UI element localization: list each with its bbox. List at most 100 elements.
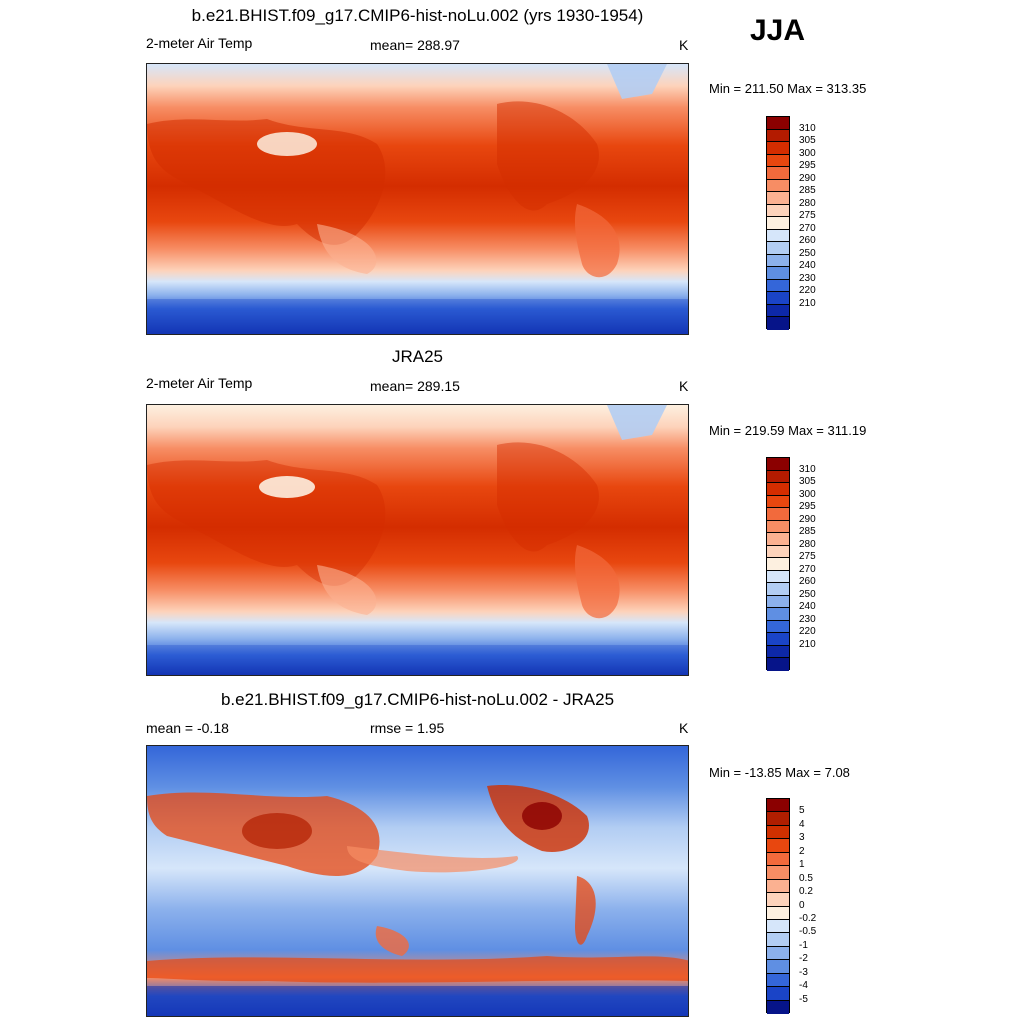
temp-tick-label: 275 <box>799 551 816 563</box>
diff-tick-label: 4 <box>799 818 805 830</box>
temp-tick-label: 295 <box>799 160 816 172</box>
temp-swatch <box>767 545 789 559</box>
panel3-map <box>146 745 689 1017</box>
diff-swatch <box>767 906 789 920</box>
temp-swatch <box>767 279 789 293</box>
panel3-minmax: Min = -13.85 Max = 7.08 <box>709 765 850 780</box>
temp-tick-label: 250 <box>799 588 816 600</box>
temp-swatch <box>767 129 789 143</box>
diff-tick-label: 0 <box>799 899 805 911</box>
temp-swatch <box>767 570 789 584</box>
panel3-left-label: mean = -0.18 <box>146 720 229 736</box>
temp-swatch <box>767 317 789 330</box>
temp-tick-label: 290 <box>799 513 816 525</box>
temp-swatch <box>767 192 789 205</box>
panel3-center-label: rmse = 1.95 <box>370 720 445 736</box>
panel2-map <box>146 404 689 676</box>
temp-tick-label: 210 <box>799 638 816 650</box>
diff-swatch <box>767 960 789 974</box>
panel1-center-label: mean= 288.97 <box>370 37 460 53</box>
diff-swatch <box>767 852 789 867</box>
temp-tick-label: 310 <box>799 122 816 134</box>
temp-tick-label: 300 <box>799 147 816 159</box>
diff-tick-label: 3 <box>799 832 805 844</box>
diff-swatch <box>767 933 789 947</box>
temp-swatch <box>767 117 789 130</box>
temp-swatch <box>767 204 789 218</box>
temp-tick-label: 305 <box>799 135 816 147</box>
diff-tick-label: 0.2 <box>799 886 813 898</box>
panel1-left-label: 2-meter Air Temp <box>146 35 253 51</box>
temp-tick-label: 285 <box>799 526 816 538</box>
panel1-minmax: Min = 211.50 Max = 313.35 <box>709 81 867 96</box>
temp-tick-label: 230 <box>799 272 816 284</box>
temp-tick-label: 280 <box>799 538 816 550</box>
temp-tick-label: 285 <box>799 185 816 197</box>
panel2-title: JRA25 <box>391 347 444 366</box>
temp-swatch <box>767 483 789 496</box>
temp-tick-label: 310 <box>799 463 816 475</box>
temp-tick-label: 270 <box>799 222 816 234</box>
panel2-map-svg <box>147 405 688 675</box>
diff-swatch <box>767 1000 789 1014</box>
temp-tick-label: 220 <box>799 626 816 638</box>
diff-swatch <box>767 812 789 826</box>
diff-swatch <box>767 946 789 961</box>
diff-tick-label: -0.5 <box>799 926 817 938</box>
temp-tick-label: 295 <box>799 501 816 513</box>
temp-swatch <box>767 533 789 546</box>
temp-swatch <box>767 608 789 621</box>
temp-swatch <box>767 292 789 305</box>
diff-swatch <box>767 825 789 840</box>
diff-tick-label: -4 <box>799 980 808 992</box>
diff-tick-label: -5 <box>799 993 808 1005</box>
temp-tick-label: 250 <box>799 247 816 259</box>
diff-swatch <box>767 973 789 988</box>
diff-swatch <box>767 839 789 853</box>
panel1-title: b.e21.BHIST.f09_g17.CMIP6-hist-noLu.002 … <box>191 6 644 25</box>
diff-swatch <box>767 919 789 934</box>
diff-tick-label: 0.5 <box>799 872 813 884</box>
panel3-colorbar <box>766 798 790 1014</box>
panel2-units: K <box>679 378 689 394</box>
diff-tick-label: -3 <box>799 966 808 978</box>
temp-swatch <box>767 242 789 255</box>
panel1-map <box>146 63 689 335</box>
temp-tick-label: 300 <box>799 488 816 500</box>
temp-swatch <box>767 658 789 671</box>
temp-swatch <box>767 458 789 471</box>
temp-tick-label: 280 <box>799 197 816 209</box>
temp-swatch <box>767 595 789 609</box>
temp-tick-label: 220 <box>799 285 816 297</box>
temp-swatch <box>767 583 789 596</box>
panel1-map-svg <box>147 64 688 334</box>
diff-swatch <box>767 893 789 907</box>
diff-swatch <box>767 879 789 894</box>
diff-tick-label: -0.2 <box>799 912 817 924</box>
panel2-center-label: mean= 289.15 <box>370 378 460 394</box>
temp-swatch <box>767 508 789 521</box>
temp-swatch <box>767 154 789 168</box>
temp-swatch <box>767 167 789 180</box>
temp-tick-label: 260 <box>799 235 816 247</box>
diff-tick-label: -1 <box>799 939 808 951</box>
panel2-colorbar <box>766 457 790 671</box>
season-label: JJA <box>750 14 806 47</box>
panel1-units: K <box>679 37 689 53</box>
temp-tick-label: 230 <box>799 613 816 625</box>
diff-swatch <box>767 866 789 880</box>
diff-swatch <box>767 799 789 813</box>
temp-tick-label: 290 <box>799 172 816 184</box>
temp-tick-label: 260 <box>799 576 816 588</box>
temp-swatch <box>767 267 789 280</box>
temp-swatch <box>767 142 789 155</box>
temp-swatch <box>767 254 789 268</box>
diff-tick-label: 2 <box>799 845 805 857</box>
temp-swatch <box>767 229 789 243</box>
diff-tick-label: 5 <box>799 805 805 817</box>
diff-tick-label: -2 <box>799 953 808 965</box>
diff-tick-label: 1 <box>799 859 805 871</box>
temp-swatch <box>767 558 789 571</box>
temp-tick-label: 275 <box>799 210 816 222</box>
panel2-left-label: 2-meter Air Temp <box>146 375 253 391</box>
